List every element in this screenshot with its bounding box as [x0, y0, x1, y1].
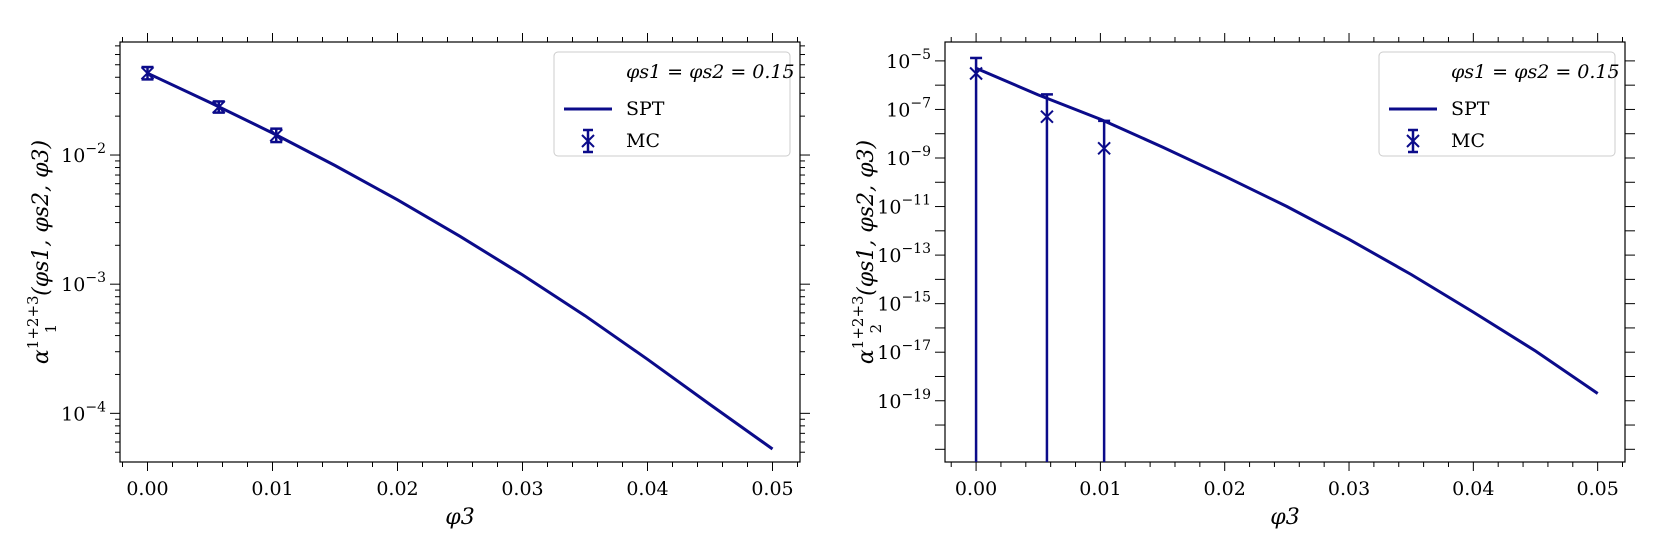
legend-box [1378, 51, 1616, 157]
y-label-symbol: α [29, 349, 54, 364]
x-tick-label: 0.02 [1204, 478, 1246, 500]
y-label-symbol: α [854, 349, 879, 364]
y-tick-base: 10 [886, 51, 910, 73]
y-tick-exponent: −7 [910, 95, 931, 111]
x-tick-label: 0.05 [1576, 478, 1618, 500]
legend-title: φs1 = φs2 = 0.15 [1451, 61, 1620, 83]
y-tick-exponent: −13 [901, 241, 931, 257]
legend-box [553, 51, 791, 157]
y-tick-label: 10−17 [877, 338, 931, 364]
y-axis-label: α1+2+31 (φs1, φs2, φ3) [24, 140, 60, 364]
legend-title: φs1 = φs2 = 0.15 [626, 61, 795, 83]
y-tick-base: 10 [61, 145, 85, 167]
y-tick-base: 10 [877, 197, 901, 219]
y-tick-exponent: −3 [85, 270, 106, 286]
x-tick-label: 0.03 [501, 478, 543, 500]
y-tick-base: 10 [877, 294, 901, 316]
x-tick-label: 0.04 [626, 478, 668, 500]
y-tick-exponent: −2 [85, 141, 106, 157]
y-label-subscript: 2 [867, 324, 885, 334]
y-tick-base: 10 [877, 245, 901, 267]
x-tick-label: 0.01 [1079, 478, 1121, 500]
y-tick-exponent: −17 [901, 338, 931, 354]
y-tick-exponent: −19 [901, 387, 931, 403]
mc-point-marker [1040, 110, 1054, 124]
y-tick-label: 10−15 [877, 290, 931, 316]
y-label-subscript: 1 [42, 324, 60, 334]
x-axis-label: φ3 [1270, 505, 1299, 530]
y-tick-exponent: −11 [901, 193, 931, 209]
y-tick-base: 10 [877, 391, 901, 413]
legend-entry-spt: SPT [626, 98, 665, 120]
y-tick-exponent: −5 [910, 47, 931, 63]
x-tick-label: 0.05 [751, 478, 793, 500]
legend-mc-marker [1406, 134, 1420, 148]
mc-point-marker [1097, 141, 1111, 155]
y-label-arguments: (φs1, φs2, φ3) [854, 140, 879, 296]
mc-point-marker [269, 128, 283, 143]
y-tick-label: 10−3 [61, 270, 106, 296]
mc-point-marker [969, 66, 983, 81]
x-axis-label: φ3 [445, 505, 474, 530]
y-tick-label: 10−7 [886, 95, 931, 121]
legend-entry-mc: MC [626, 130, 660, 152]
y-tick-label: 10−19 [877, 387, 931, 413]
y-tick-base: 10 [886, 99, 910, 121]
y-tick-label: 10−4 [61, 399, 106, 425]
y-axis-label: α1+2+32 (φs1, φs2, φ3) [849, 140, 885, 364]
y-tick-label: 10−5 [886, 47, 931, 73]
y-tick-base: 10 [61, 274, 85, 296]
mc-point-marker [140, 66, 155, 80]
y-label-arguments: (φs1, φs2, φ3) [29, 140, 54, 296]
x-tick-label: 0.03 [1328, 478, 1370, 500]
legend-entry-mc: MC [1451, 130, 1485, 152]
plot-frame [944, 41, 1626, 463]
left-plot-panel: 0.00 0.01 0.02 0.03 0.04 0.0510−210−310−4φ3α1… [24, 33, 810, 530]
x-tick-label: 0.00 [126, 478, 168, 500]
legend-entry-spt: SPT [1451, 98, 1490, 120]
y-tick-base: 10 [886, 148, 910, 170]
y-tick-label: 10−9 [886, 144, 931, 170]
spt-curve [146, 71, 774, 451]
x-tick-label: 0.04 [1452, 478, 1494, 500]
y-tick-exponent: −4 [85, 399, 106, 415]
y-label-superscript: 1+2+3 [24, 295, 42, 349]
y-label-superscript: 1+2+3 [849, 295, 867, 349]
plot-frame [119, 41, 801, 463]
y-tick-label: 10−13 [877, 241, 931, 267]
y-tick-base: 10 [877, 342, 901, 364]
right-plot-panel: 0.00 0.01 0.02 0.03 0.04 0.0510−510−710−910−1… [849, 33, 1635, 530]
x-tick-label: 0.01 [251, 478, 293, 500]
spt-curve [975, 66, 1599, 395]
mc-point-marker [212, 100, 226, 114]
y-tick-label: 10−2 [61, 141, 106, 167]
y-tick-exponent: −15 [901, 290, 931, 306]
y-tick-label: 10−11 [877, 193, 931, 219]
x-tick-label: 0.02 [376, 478, 418, 500]
x-tick-label: 0.00 [955, 478, 997, 500]
y-tick-base: 10 [61, 403, 85, 425]
legend-mc-marker [581, 134, 595, 148]
y-tick-exponent: −9 [910, 144, 931, 160]
